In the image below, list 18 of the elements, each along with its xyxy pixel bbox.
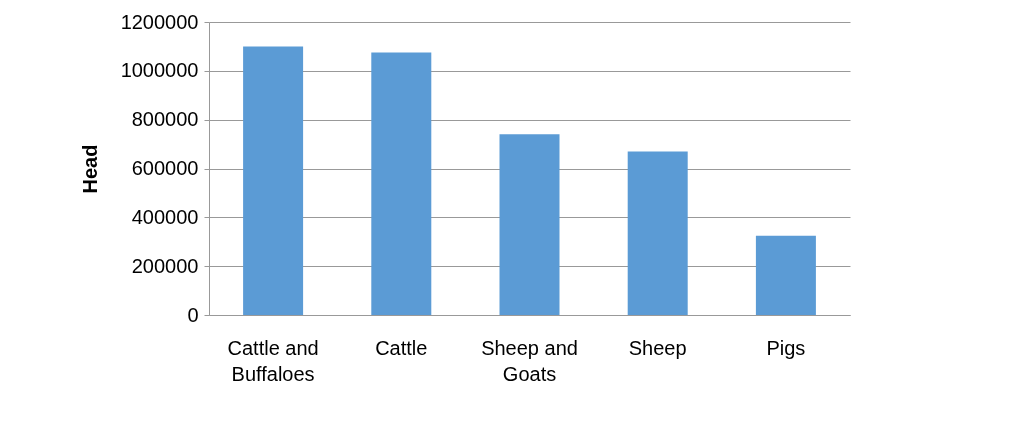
y-tick-label: 800000 xyxy=(131,108,199,131)
bar xyxy=(371,52,432,315)
x-tick-label: Sheep and Goats xyxy=(481,337,578,385)
bar xyxy=(627,151,688,315)
x-tick-label: Pigs xyxy=(766,337,806,359)
y-tick-label: 1200000 xyxy=(120,10,199,33)
y-tick-label: 200000 xyxy=(131,254,199,277)
y-axis-title: Head xyxy=(78,144,101,194)
y-tick-label: 600000 xyxy=(131,157,199,179)
y-tick-label: 1000000 xyxy=(120,59,199,82)
y-tick-label: 400000 xyxy=(131,205,199,228)
y-tick-label: 0 xyxy=(187,303,199,326)
x-tick-label: Sheep xyxy=(628,337,687,359)
x-tick-label: Cattle and Buffaloes xyxy=(227,337,319,385)
bar xyxy=(755,235,816,315)
x-tick-label: Cattle xyxy=(375,337,428,359)
bar xyxy=(243,46,304,315)
bar xyxy=(499,134,560,315)
